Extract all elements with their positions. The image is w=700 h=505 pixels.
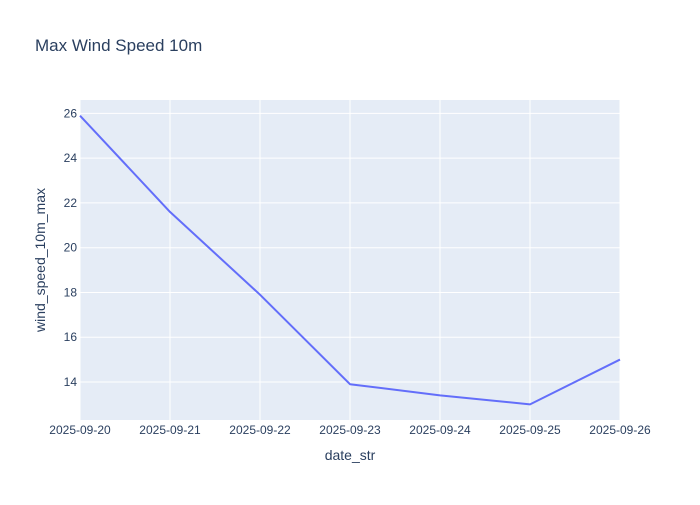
- y-gridlines: [80, 112, 620, 383]
- series-layer: [77, 113, 623, 407]
- y-tick-labels: 14 16 18 20 22 24 26: [64, 106, 78, 389]
- y-tick-label: 20: [64, 241, 78, 255]
- y-axis-label: wind_speed_10m_max: [32, 188, 48, 333]
- y-tick-label: 16: [64, 330, 78, 344]
- data-point[interactable]: [437, 392, 443, 398]
- y-tick-label: 14: [64, 375, 78, 389]
- y-tick-label: 18: [64, 285, 78, 299]
- series-line: [79, 114, 621, 406]
- data-point[interactable]: [77, 113, 83, 119]
- x-tick-label: 2025-09-26: [589, 423, 651, 437]
- x-tick-labels: 2025-09-20 2025-09-21 2025-09-22 2025-09-23…: [49, 423, 651, 437]
- x-gridlines: [79, 100, 621, 420]
- data-point[interactable]: [617, 357, 623, 363]
- x-tick-label: 2025-09-22: [229, 423, 291, 437]
- x-tick-label: 2025-09-25: [499, 423, 561, 437]
- chart-title: Max Wind Speed 10m: [35, 36, 202, 55]
- data-point[interactable]: [167, 209, 173, 215]
- data-point[interactable]: [257, 292, 263, 298]
- data-point[interactable]: [527, 401, 533, 407]
- y-tick-label: 26: [64, 106, 78, 120]
- data-point[interactable]: [347, 381, 353, 387]
- x-tick-label: 2025-09-24: [409, 423, 471, 437]
- x-tick-label: 2025-09-20: [49, 423, 111, 437]
- x-axis-label: date_str: [325, 447, 376, 463]
- y-tick-label: 22: [64, 196, 78, 210]
- x-tick-label: 2025-09-21: [139, 423, 201, 437]
- x-tick-label: 2025-09-23: [319, 423, 381, 437]
- y-tick-label: 24: [64, 151, 78, 165]
